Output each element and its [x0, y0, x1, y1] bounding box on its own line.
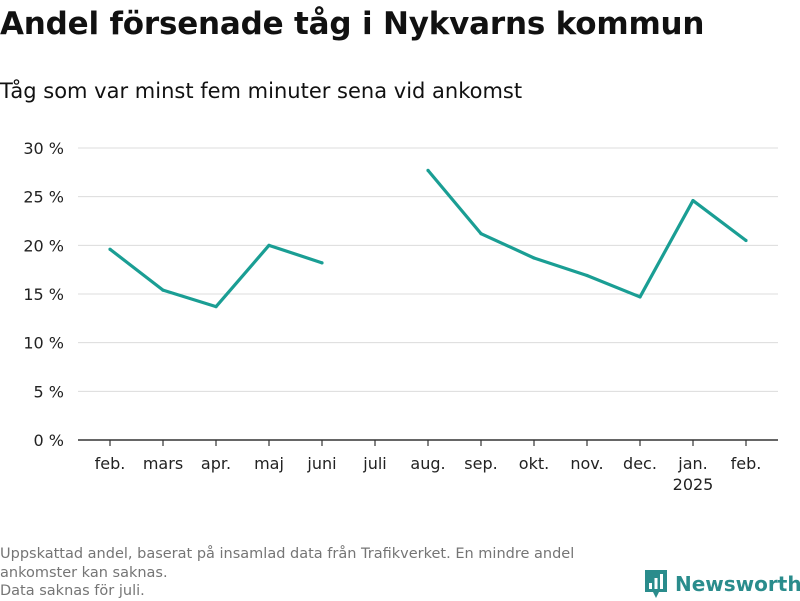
y-axis-tick-labels: 0 % 5 % 10 % 15 % 20 % 25 % 30 %: [23, 139, 64, 450]
y-tick-label: 30 %: [23, 139, 64, 158]
x-tick-label: jan.: [677, 454, 707, 473]
x-tick-label: dec.: [623, 454, 657, 473]
x-tick-label: juni: [306, 454, 336, 473]
y-tick-label: 10 %: [23, 334, 64, 353]
footnote-line-2: Data saknas för juli.: [0, 583, 145, 599]
newsworthy-logo-icon: [645, 570, 667, 598]
x-tick-sublabel: 2025: [673, 475, 714, 494]
x-tick-label: maj: [254, 454, 284, 473]
data-point: [532, 256, 536, 260]
data-point: [744, 238, 748, 243]
x-tick-label: mars: [143, 454, 183, 473]
y-tick-label: 15 %: [23, 285, 64, 304]
x-tick-label: apr.: [201, 454, 231, 473]
x-tick-label: sep.: [464, 454, 497, 473]
x-tick-label: nov.: [570, 454, 603, 473]
data-point: [161, 288, 165, 292]
brand-name: Newsworthy: [675, 572, 800, 596]
data-point: [585, 273, 589, 278]
y-tick-label: 25 %: [23, 188, 64, 207]
x-tick-label: feb.: [731, 454, 762, 473]
y-tick-label: 0 %: [34, 431, 64, 450]
data-point: [108, 247, 112, 251]
x-tick-label: feb.: [95, 454, 126, 473]
y-tick-label: 5 %: [34, 382, 64, 401]
y-tick-label: 20 %: [23, 236, 64, 255]
data-point: [479, 232, 483, 236]
brand: Newsworthy: [644, 569, 800, 599]
data-point: [638, 295, 642, 299]
x-tick-label: okt.: [519, 454, 549, 473]
data-point: [691, 198, 695, 203]
x-tick-label: juli: [362, 454, 386, 473]
series-line: [108, 168, 748, 309]
series-line-segment: [426, 169, 747, 299]
data-point: [426, 168, 430, 172]
data-point: [267, 243, 271, 247]
footnote-line-1: Uppskattad andel, baserat på insamlad da…: [0, 546, 575, 581]
series-line-segment: [109, 243, 323, 309]
data-point: [214, 305, 218, 309]
chart-title: Andel försenade tåg i Nykvarns kommun: [0, 6, 705, 42]
grid-lines: [78, 147, 778, 392]
x-tick-label: aug.: [410, 454, 445, 473]
x-axis-ticks: feb. mars apr. maj juni juli aug. sep. okt. nov. d…: [95, 440, 762, 494]
data-point: [320, 261, 324, 265]
footnote: Uppskattad andel, baserat på insamlad da…: [0, 545, 630, 601]
chart-subtitle: Tåg som var minst fem minuter sena vid a…: [0, 79, 523, 103]
